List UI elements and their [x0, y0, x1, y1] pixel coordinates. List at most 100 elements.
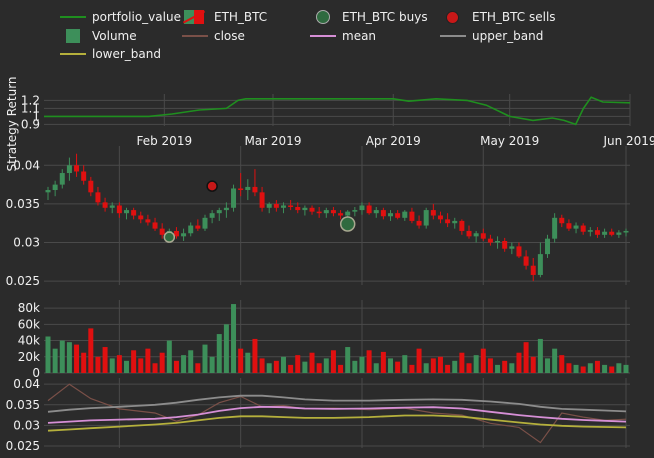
legend-label: mean — [342, 29, 377, 43]
volume-bar — [545, 358, 551, 373]
legend-volume[interactable]: Volume — [60, 27, 137, 45]
y-tick-label: 0.035 — [6, 197, 40, 211]
candle-body — [138, 215, 144, 220]
legend-swatch-buys — [310, 10, 336, 24]
sell-marker — [206, 180, 218, 192]
volume-bar — [116, 355, 122, 373]
legend-label: upper_band — [472, 29, 544, 43]
candle-body — [545, 238, 551, 255]
volume-bar — [616, 363, 622, 373]
volume-bar — [573, 364, 579, 373]
candle-body — [231, 188, 237, 208]
candle-body — [402, 211, 408, 218]
volume-bar — [502, 360, 508, 373]
candle-body — [245, 186, 251, 191]
y-tick-label: 80k — [18, 301, 40, 315]
legend-upper-band[interactable]: upper_band — [440, 27, 543, 45]
candle-body — [123, 210, 129, 214]
volume-bar — [181, 355, 187, 373]
volume-bar — [316, 363, 322, 373]
volume-bar — [473, 355, 479, 373]
legend-eth-btc[interactable]: ETH_BTC — [182, 8, 267, 26]
volume-bar — [594, 360, 600, 373]
legend-lower-band[interactable]: lower_band — [60, 45, 161, 63]
y-tick-label: 0.04 — [13, 158, 40, 172]
legend-mean[interactable]: mean — [310, 27, 376, 45]
y-tick-label: 0.9 — [21, 117, 40, 131]
legend-swatch-close — [182, 29, 208, 43]
candle-body — [359, 205, 365, 211]
legend-sells[interactable]: ETH_BTC sells — [440, 8, 556, 26]
volume-bar — [552, 348, 558, 373]
volume-bar — [209, 356, 215, 373]
y-tick-label: 1 — [32, 109, 40, 123]
buy-marker — [339, 216, 356, 232]
candle-body — [59, 173, 65, 185]
y-tick-label: 0.03 — [13, 418, 40, 432]
legend-portfolio-value[interactable]: portfolio_value — [60, 8, 181, 26]
volume-bar — [480, 348, 486, 373]
candle-body — [216, 210, 222, 214]
volume-bar — [95, 356, 101, 373]
volume-bar — [45, 336, 51, 373]
legend-label: lower_band — [92, 47, 161, 61]
upper-band-line — [47, 394, 627, 413]
legend-label: ETH_BTC buys — [342, 10, 428, 24]
volume-bar — [295, 355, 301, 373]
volume-bar — [231, 304, 237, 373]
x-tick-label: Jun 2019 — [602, 134, 654, 148]
volume-bar — [430, 358, 436, 373]
y-tick-label: 1.2 — [21, 93, 40, 107]
candle-body — [330, 210, 336, 214]
legend-label: portfolio_value — [92, 10, 181, 24]
volume-bar — [166, 340, 172, 373]
legend-close[interactable]: close — [182, 27, 245, 45]
lower-band-line — [47, 414, 627, 432]
volume-bar — [566, 363, 572, 373]
buy-marker — [163, 231, 176, 243]
candle-body — [473, 233, 479, 237]
volume-bar — [587, 363, 593, 373]
volume-bar — [323, 358, 329, 373]
volume-bar — [437, 356, 443, 373]
legend-swatch-volume — [60, 29, 86, 43]
volume-bar — [52, 348, 58, 373]
volume-bar — [159, 352, 165, 373]
candle-body — [502, 240, 508, 249]
candle-body — [380, 210, 386, 217]
candle-body — [366, 205, 372, 214]
volume-bar — [509, 363, 515, 373]
volume-bar — [131, 350, 137, 373]
candle-body — [173, 230, 179, 237]
volume-bar — [330, 350, 336, 373]
volume-bar — [380, 351, 386, 373]
candle-body — [95, 192, 101, 203]
candle-body — [495, 240, 501, 243]
candle-body — [81, 171, 87, 181]
y-tick-label: 20k — [18, 350, 40, 364]
y-tick-label: 0.025 — [6, 274, 40, 288]
close-line — [47, 383, 627, 444]
volume-bar — [345, 347, 351, 373]
candle-body — [373, 210, 379, 214]
candle-body — [430, 210, 436, 216]
candle-body — [302, 207, 308, 211]
volume-bar — [559, 355, 565, 373]
candle-body — [316, 211, 322, 214]
candle-body — [66, 165, 72, 174]
volume-bar — [452, 360, 458, 373]
candle-body — [352, 210, 358, 212]
volume-bar — [245, 352, 251, 373]
volume-bar — [416, 348, 422, 373]
candle-body — [323, 210, 329, 214]
candle-body — [259, 192, 265, 208]
candle-body — [295, 207, 301, 211]
candle-body — [280, 205, 286, 208]
volume-bar — [252, 338, 258, 373]
volume-bar — [609, 366, 615, 373]
volume-bar — [66, 342, 72, 373]
volume-bar — [59, 340, 65, 373]
volume-bar — [138, 358, 144, 373]
candle-body — [509, 246, 515, 249]
legend-buys[interactable]: ETH_BTC buys — [310, 8, 428, 26]
